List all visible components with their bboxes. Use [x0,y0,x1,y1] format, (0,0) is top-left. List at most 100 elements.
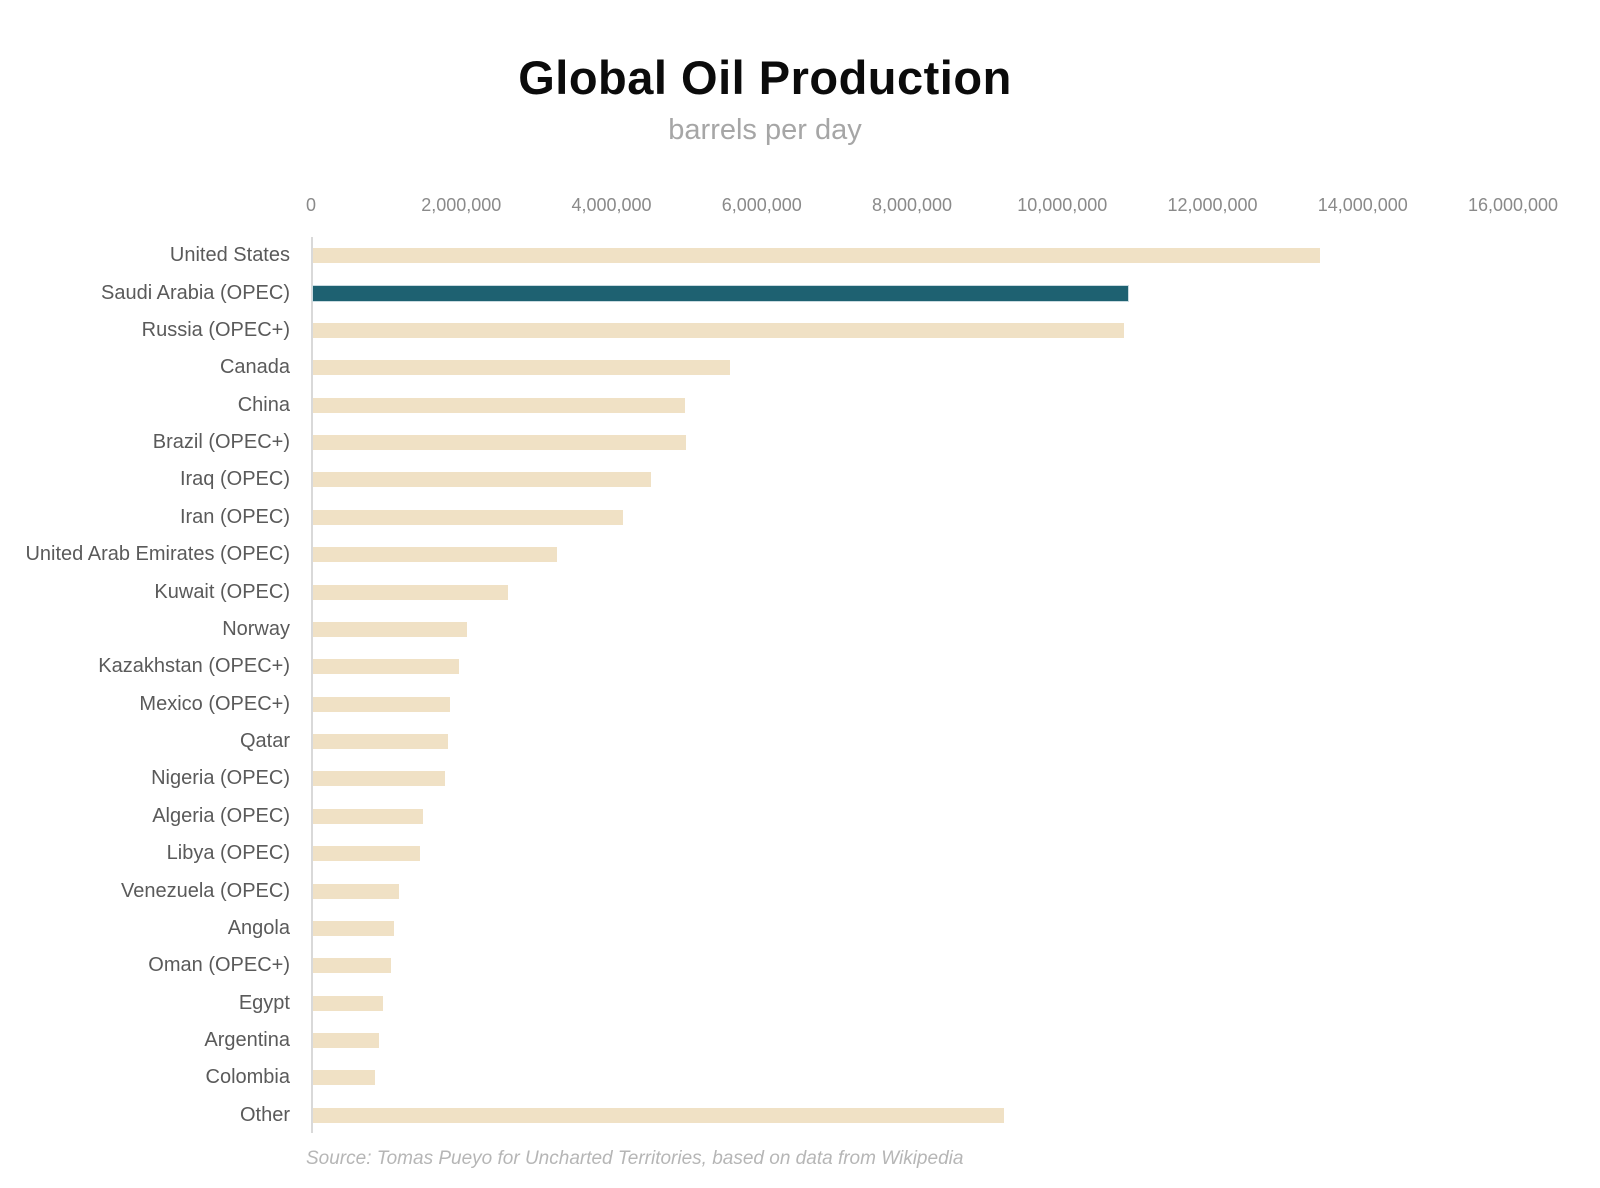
row-label: Canada [219,356,290,379]
row-label: Libya (OPEC) [166,842,290,865]
row-label: Iraq (OPEC) [179,468,290,491]
bar-track [313,958,1515,974]
x-tick-label: 16,000,000 [1467,195,1559,215]
chart-row: Egypt [0,985,1600,1022]
chart-row: Venezuela (OPEC) [0,872,1600,909]
chart-row: Iraq (OPEC) [0,461,1600,498]
chart-row: United States [0,237,1600,274]
bar-track [313,584,1515,600]
x-axis: 0 2,000,000 4,000,000 6,000,000 8,000,000 10,… [0,195,1600,219]
chart-row: Iran (OPEC) [0,499,1600,536]
bar [313,734,449,750]
bar-track [313,659,1515,675]
chart-row: Saudi Arabia (OPEC) [0,274,1600,311]
bar [313,995,383,1011]
bar [313,659,459,675]
bar-track [313,883,1515,899]
row-label: Norway [222,617,290,640]
chart-row: Colombia [0,1059,1600,1096]
x-tick-label: 8,000,000 [871,195,953,215]
row-label: Mexico (OPEC+) [139,692,290,715]
row-label: Brazil (OPEC+) [152,431,290,454]
x-tick-label: 4,000,000 [571,195,652,215]
chart-row: Canada [0,349,1600,386]
row-label: United Arab Emirates (OPEC) [25,543,290,566]
bar-track [313,509,1515,525]
bar [313,920,395,936]
row-label: Algeria (OPEC) [152,804,290,827]
bar [313,621,467,637]
bar [313,547,558,563]
bar [313,435,687,451]
x-tick-label: 10,000,000 [1017,195,1108,215]
chart-row: Libya (OPEC) [0,835,1600,872]
bar [313,883,400,899]
row-label: Argentina [204,1029,290,1052]
bar-track [313,547,1515,563]
chart-row: Kuwait (OPEC) [0,573,1600,610]
x-tick-label: 12,000,000 [1167,195,1258,215]
bar [313,1033,380,1049]
row-label: Angola [227,916,290,939]
bar [313,509,624,525]
row-label: Russia (OPEC+) [141,318,290,341]
chart-row: Mexico (OPEC+) [0,686,1600,723]
row-label: Other [239,1103,290,1126]
bar [313,248,1320,264]
row-label: Kazakhstan (OPEC+) [98,655,290,678]
x-tick-label: 6,000,000 [721,195,802,215]
bar [313,584,509,600]
chart-row: Qatar [0,723,1600,760]
bar-track [313,696,1515,712]
bar-track [313,322,1515,338]
chart-row: United Arab Emirates (OPEC) [0,536,1600,573]
bar-track [313,1107,1515,1123]
chart-row: Argentina [0,1022,1600,1059]
chart-row: Nigeria (OPEC) [0,760,1600,797]
bar [313,958,392,974]
bar [313,472,652,488]
bar-track [313,248,1515,264]
chart-row: Brazil (OPEC+) [0,424,1600,461]
bar [313,397,685,413]
bar [313,1070,375,1086]
chart-row: Angola [0,910,1600,947]
bar [313,322,1125,338]
chart-row: Oman (OPEC+) [0,947,1600,984]
source-note: Source: Tomas Pueyo for Uncharted Territ… [306,1148,964,1169]
row-label: Iran (OPEC) [179,505,290,528]
bar-track [313,920,1515,936]
bar-track [313,397,1515,413]
bar-rows: United States Saudi Arabia (OPEC) Russia… [0,237,1600,1134]
bar-track [313,435,1515,451]
x-tick-label: 14,000,000 [1317,195,1408,215]
bar-track [313,771,1515,787]
x-tick-label: 0 [305,195,317,215]
bar-track [313,360,1515,376]
bar [313,771,446,787]
row-label: Kuwait (OPEC) [154,580,290,603]
chart-row: Norway [0,611,1600,648]
bar [313,360,730,376]
bar-track [311,284,1515,302]
chart-row: Russia (OPEC+) [0,312,1600,349]
bar-track [313,621,1515,637]
bar-track [313,1070,1515,1086]
bar-track [313,846,1515,862]
bar-track [313,734,1515,750]
y-axis-line [311,237,313,1133]
row-label: Colombia [205,1066,290,1089]
bar [313,696,450,712]
row-label: China [237,393,290,416]
chart-row: China [0,387,1600,424]
bar [313,808,424,824]
row-label: Qatar [239,730,290,753]
row-label: Oman (OPEC+) [148,954,290,977]
row-label: Nigeria (OPEC) [151,767,290,790]
bar-track [313,995,1515,1011]
chart-row: Kazakhstan (OPEC+) [0,648,1600,685]
chart-title: Global Oil Production [518,51,1012,104]
chart-subtitle: barrels per day [668,114,862,146]
bar [313,846,421,862]
